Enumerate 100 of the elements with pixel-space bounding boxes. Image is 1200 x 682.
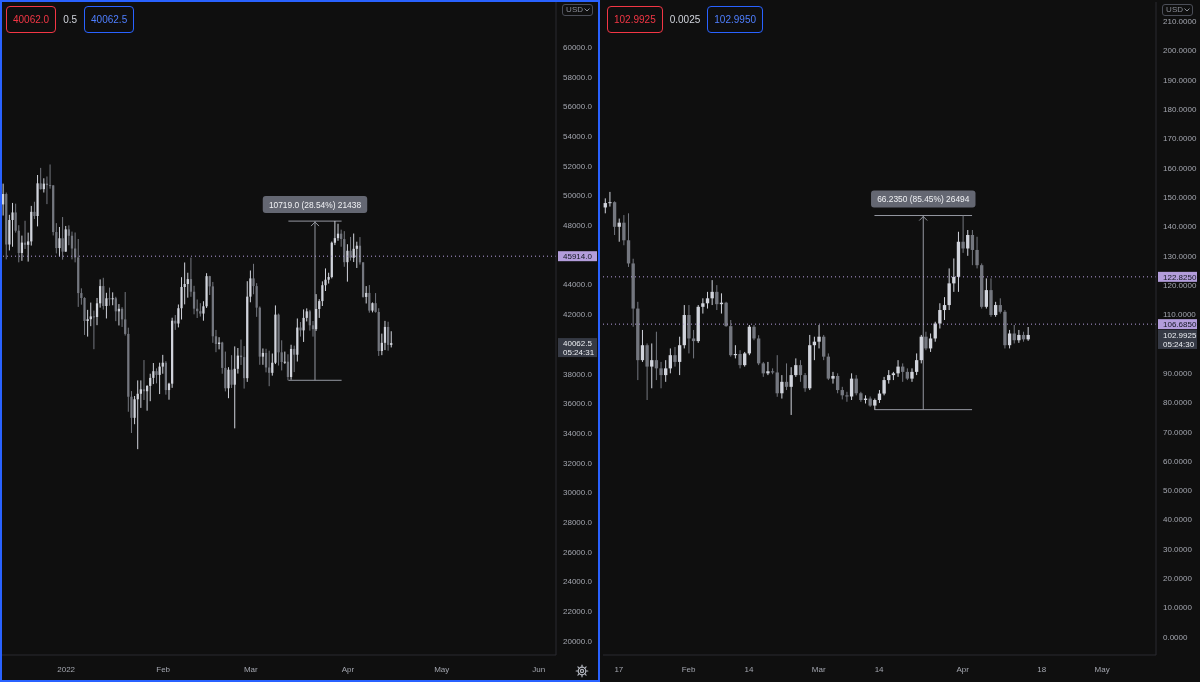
x-tick-label: 14	[744, 664, 754, 674]
candlestick	[139, 379, 142, 409]
y-tick-label: 170.0000	[1163, 134, 1197, 144]
candlestick	[626, 212, 631, 268]
y-tick-label: 0.0000	[1163, 632, 1189, 642]
y-tick-label: 40.0000	[1163, 515, 1193, 525]
candlestick	[970, 229, 975, 266]
y-tick-label: 34000.0	[563, 428, 593, 438]
y-tick-label: 54000.0	[563, 131, 593, 141]
candlestick	[701, 297, 705, 315]
y-tick-label: 38000.0	[563, 369, 593, 379]
x-tick-label: 17	[614, 664, 624, 674]
y-tick-label: 200.0000	[1163, 46, 1197, 56]
candlestick	[924, 331, 928, 351]
candlestick	[822, 334, 826, 361]
annotation: 0.5	[63, 14, 78, 25]
y-tick-label: 180.0000	[1163, 105, 1197, 115]
candlestick	[230, 354, 233, 389]
ref-line-label: 122.8250	[1163, 272, 1197, 282]
annotation: 10719.0 (28.54%) 21438	[268, 199, 362, 210]
candlestick	[302, 308, 305, 343]
candlestick	[283, 351, 286, 365]
y-tick-label: 130.0000	[1163, 251, 1197, 261]
candlestick	[664, 359, 668, 383]
annotation: 66.2350 (85.45%) 26494	[877, 193, 970, 204]
candlestick	[1017, 329, 1021, 344]
y-tick-label: 52000.0	[563, 161, 593, 171]
candlestick	[650, 342, 654, 389]
candlestick	[58, 226, 61, 257]
annotation: 40062.0	[13, 14, 50, 25]
x-tick-label: May	[434, 664, 450, 674]
candlestick	[608, 191, 612, 208]
x-tick-label: Apr	[341, 664, 355, 674]
x-tick-label: 14	[874, 664, 885, 674]
annotation: 0.0025	[669, 14, 701, 25]
candlestick	[186, 272, 189, 299]
y-tick-label: 50.0000	[1163, 486, 1193, 496]
candlestick	[111, 291, 114, 306]
x-tick-label: Jun	[532, 664, 546, 674]
candlestick	[659, 361, 663, 389]
candlestick	[845, 391, 849, 403]
y-tick-label: 70.0000	[1163, 427, 1193, 437]
candlestick	[61, 216, 64, 261]
candlestick	[92, 310, 96, 350]
candlestick	[39, 167, 42, 191]
currency-dropdown: USD	[1162, 4, 1193, 16]
annotation: 102.9950	[714, 14, 757, 25]
candlestick	[775, 354, 779, 398]
y-tick-label: 80.0000	[1163, 398, 1193, 408]
y-tick-label: 36000.0	[563, 399, 593, 409]
y-tick-label: 30.0000	[1163, 544, 1193, 554]
candlestick	[961, 215, 965, 254]
y-tick-label: 44000.0	[563, 280, 593, 290]
y-tick-label: 20000.0	[563, 636, 593, 646]
y-tick-label: 190.0000	[1163, 75, 1197, 85]
y-tick-label: 58000.0	[563, 72, 593, 82]
y-tick-label: 120.0000	[1163, 280, 1197, 290]
y-tick-label: 22000.0	[563, 607, 593, 617]
candlestick	[780, 374, 784, 400]
candlestick	[105, 292, 108, 319]
candlestick	[1012, 324, 1016, 344]
candlestick	[738, 349, 742, 369]
y-tick-label: 160.0000	[1163, 163, 1197, 173]
candlestick	[910, 367, 914, 383]
candlestick	[227, 366, 230, 399]
text: 102.9925	[1163, 330, 1197, 340]
y-tick-label: 20.0000	[1163, 574, 1193, 584]
y-tick-label: 90.0000	[1163, 368, 1193, 378]
candlestick	[268, 350, 271, 387]
candlestick	[975, 236, 979, 269]
candlestick	[108, 287, 111, 307]
candlestick	[677, 336, 682, 376]
x-tick-label: Mar	[811, 664, 826, 674]
x-tick-label: Mar	[243, 664, 259, 674]
candlestick	[984, 277, 989, 310]
candlestick	[947, 267, 951, 311]
candlestick	[645, 342, 649, 401]
y-tick-label: 60000.0	[563, 42, 593, 52]
candlestick	[766, 361, 770, 376]
y-axis-title: USD	[1166, 5, 1183, 15]
candlestick	[691, 329, 696, 359]
candlestick	[928, 332, 933, 353]
candlestick	[261, 347, 265, 366]
y-tick-label: 48000.0	[563, 221, 593, 231]
x-tick-label: Apr	[956, 664, 970, 674]
y-tick-label: 56000.0	[563, 102, 593, 112]
candlestick	[89, 302, 92, 327]
candlestick	[622, 214, 626, 246]
candlestick	[687, 304, 691, 354]
candlestick	[346, 243, 349, 283]
y-tick-label: 50000.0	[563, 191, 593, 201]
y-tick-label: 210.0000	[1163, 17, 1197, 27]
candlestick	[11, 202, 14, 248]
candlestick	[640, 329, 645, 363]
annotation: 102.9925	[614, 14, 656, 25]
candlestick	[349, 236, 352, 262]
text: 40062.5	[563, 338, 593, 348]
x-tick-label: 18	[1037, 664, 1047, 674]
candlestick	[114, 296, 117, 322]
candlestick	[789, 366, 793, 416]
